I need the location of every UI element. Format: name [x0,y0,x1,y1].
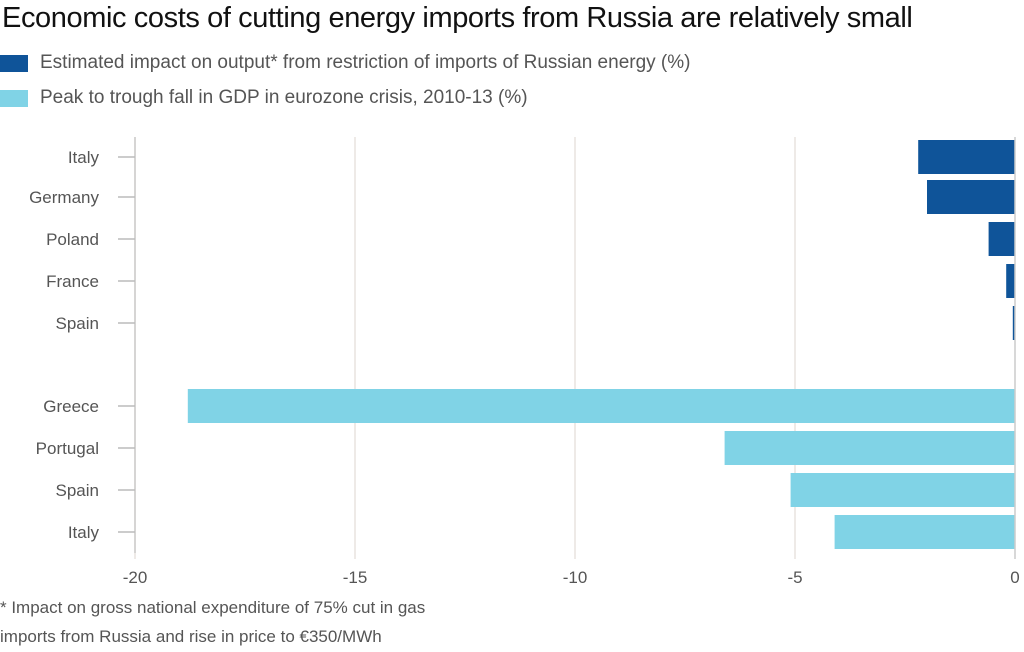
legend-swatch-light-blue [0,89,28,107]
bar-france [1006,264,1015,298]
footnote-line-1: * Impact on gross national expenditure o… [0,598,426,617]
y-category-label: France [46,272,99,291]
footnote-line-2: imports from Russia and rise in price to… [0,627,382,646]
bar-italy [834,515,1015,549]
y-category-label: Greece [43,397,99,416]
bar-italy [918,140,1015,174]
y-category-label: Spain [56,481,99,500]
bar-spain [790,473,1015,507]
x-tick-label: -5 [787,568,802,587]
y-category-label: Portugal [36,439,99,458]
chart-title: Economic costs of cutting energy imports… [2,2,913,34]
x-tick-label: -15 [343,568,368,587]
bar-germany [927,180,1015,214]
legend-item-eurozone-crisis: Peak to trough fall in GDP in eurozone c… [0,87,528,109]
y-category-label: Poland [46,230,99,249]
y-category-label: Germany [29,188,99,207]
bar-spain [1012,306,1015,340]
legend-item-russian-energy: Estimated impact on output* from restric… [0,52,690,74]
bar-portugal [724,431,1015,465]
x-tick-label: -10 [563,568,588,587]
legend-label: Peak to trough fall in GDP in eurozone c… [40,87,528,108]
y-category-label: Spain [56,314,99,333]
x-tick-label: -20 [123,568,148,587]
legend-label: Estimated impact on output* from restric… [40,52,691,73]
legend-swatch-dark-blue [0,54,28,72]
bar-chart: -20 -15 -10 -5 0 Italy Germany Poland France Spai… [29,137,1020,587]
y-category-label: Italy [68,523,100,542]
y-category-label: Italy [68,148,100,167]
bar-poland [988,222,1015,256]
x-tick-label: 0 [1010,568,1019,587]
bar-greece [187,389,1016,423]
